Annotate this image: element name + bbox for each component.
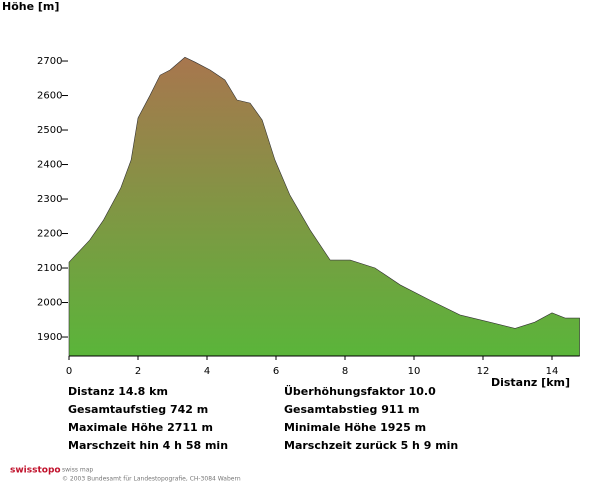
y-tick-label: 2100 bbox=[37, 263, 62, 274]
stat: Distanz 14.8 km bbox=[68, 385, 168, 398]
x-tick-label: 2 bbox=[135, 366, 141, 377]
brand: swisstopo bbox=[10, 466, 61, 476]
y-axis-label: Höhe [m] bbox=[2, 0, 59, 13]
y-tick-label: 2000 bbox=[37, 298, 62, 309]
stat: Marschzeit hin 4 h 58 min bbox=[68, 439, 228, 452]
y-tick-label: 1900 bbox=[37, 332, 62, 343]
stat: Minimale Höhe 1925 m bbox=[284, 421, 426, 434]
y-tick-label: 2600 bbox=[37, 91, 62, 102]
y-tick-label: 2500 bbox=[37, 125, 62, 136]
x-tick-label: 14 bbox=[546, 366, 559, 377]
x-tick-label: 6 bbox=[273, 366, 279, 377]
stat: Gesamtaufstieg 742 m bbox=[68, 403, 208, 416]
y-tick-label: 2300 bbox=[37, 194, 62, 205]
y-tick-label: 2400 bbox=[37, 160, 62, 171]
x-tick-label: 4 bbox=[204, 366, 210, 377]
stat: Marschzeit zurück 5 h 9 min bbox=[284, 439, 458, 452]
copyright: © 2003 Bundesamt für Landestopografie, C… bbox=[62, 476, 241, 483]
x-tick-label: 0 bbox=[66, 366, 72, 377]
elevation-area bbox=[68, 56, 580, 357]
stat: Maximale Höhe 2711 m bbox=[68, 421, 213, 434]
y-tick-label: 2700 bbox=[37, 56, 62, 67]
x-tick-label: 10 bbox=[408, 366, 421, 377]
brand-sub: swiss map bbox=[62, 467, 93, 474]
stat: Gesamtabstieg 911 m bbox=[284, 403, 419, 416]
x-tick-label: 8 bbox=[342, 366, 348, 377]
x-tick-label: 12 bbox=[477, 366, 490, 377]
x-axis-label: Distanz [km] bbox=[491, 376, 570, 389]
stat: Überhöhungsfaktor 10.0 bbox=[284, 384, 436, 398]
y-tick-label: 2200 bbox=[37, 229, 62, 240]
